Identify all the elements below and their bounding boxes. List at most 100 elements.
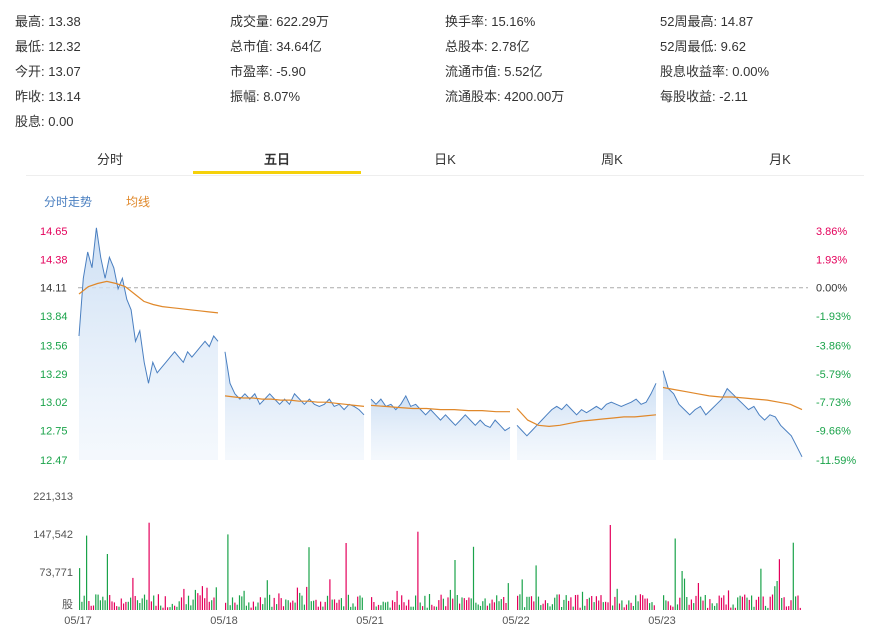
stat-item: 52周最低: 9.62 [660, 39, 746, 54]
volume-bar [667, 601, 669, 610]
volume-bar [415, 595, 417, 610]
volume-bar [718, 595, 720, 610]
volume-bar [234, 602, 236, 610]
volume-bar [477, 604, 479, 610]
volume-bar [519, 594, 521, 610]
volume-bar [746, 597, 748, 610]
volume-bar [764, 605, 767, 610]
volume-bar [347, 594, 349, 610]
average-line-day [370, 404, 510, 413]
volume-bar [123, 603, 125, 610]
volume-bar [79, 568, 81, 610]
volume-bar [322, 606, 324, 610]
volume-bar [598, 600, 600, 610]
tab-weekly-k[interactable]: 周K [601, 152, 623, 167]
volume-bar [472, 546, 475, 610]
volume-unit-label: 股 [62, 598, 73, 611]
percent-tick-label: 0.00% [816, 283, 847, 295]
volume-bar [317, 606, 319, 610]
volume-bar [345, 543, 347, 610]
stat-item: 最高: 13.38 [15, 14, 81, 29]
volume-bar [134, 596, 136, 610]
volume-bar [303, 604, 305, 610]
volume-bar [565, 595, 567, 610]
volume-bar [308, 547, 310, 610]
volume-bar [503, 597, 505, 610]
volume-bar [753, 606, 755, 610]
volume-bar [229, 605, 231, 610]
volume-bar [748, 599, 750, 610]
price-tick-label: 13.84 [40, 311, 68, 323]
volume-bar [299, 592, 301, 610]
price-line-day [516, 383, 657, 437]
volume-bar [524, 607, 526, 610]
volume-bar [178, 601, 180, 610]
volume-bar [285, 599, 287, 610]
volume-bar [600, 595, 602, 610]
volume-bar [197, 593, 199, 610]
volume-bar [700, 596, 702, 610]
volume-bar [116, 606, 118, 610]
price-area-day [371, 395, 510, 460]
volume-bar [528, 596, 530, 610]
volume-bar [586, 599, 588, 610]
volume-bar [320, 601, 322, 610]
volume-bar [651, 602, 653, 610]
volume-bar [795, 596, 797, 610]
volume-bar [470, 598, 472, 610]
volume-bar [252, 601, 254, 610]
volume-bar [125, 601, 127, 610]
volume-bar [681, 571, 683, 610]
price-tick-label: 13.56 [40, 341, 68, 353]
tab-intraday[interactable]: 分时 [96, 152, 123, 167]
volume-bar [329, 579, 331, 610]
volume-bar [280, 598, 282, 610]
volume-bar [727, 590, 730, 610]
volume-tick-label: 221,313 [33, 491, 73, 503]
volume-bar [704, 595, 706, 610]
volume-bar [635, 595, 637, 610]
volume-bar [194, 589, 196, 610]
stat-item: 最低: 12.32 [15, 39, 81, 54]
volume-bar [672, 606, 674, 610]
volume-bar [563, 599, 565, 610]
volume-bar [732, 604, 734, 610]
volume-bar [90, 605, 92, 610]
volume-bar [417, 531, 419, 610]
volume-bar [542, 603, 544, 610]
volume-bar [102, 596, 104, 610]
volume-bar [588, 597, 590, 610]
stat-item: 今开: 13.07 [15, 64, 81, 79]
average-line-day [78, 280, 219, 314]
tab-monthly-k[interactable]: 月K [769, 152, 791, 167]
volume-bar [104, 600, 106, 610]
volume-bar [136, 600, 139, 610]
price-tick-label: 13.02 [40, 397, 68, 409]
volume-bar [584, 605, 586, 610]
price-tick-label: 14.11 [40, 283, 67, 295]
volume-bar [326, 595, 329, 610]
volume-bar [241, 596, 243, 610]
quote-stats-panel: 最高: 13.38 最低: 12.32 今开: 13.07 昨收: 13.14 股息: … [0, 0, 888, 140]
volume-bar [639, 594, 641, 610]
volume-bar [614, 596, 616, 610]
volume-bar [459, 603, 461, 610]
volume-bar [180, 597, 183, 610]
volume-bar [449, 589, 451, 610]
volume-bar [167, 607, 169, 610]
volume-bar [663, 595, 665, 610]
volume-bar [435, 606, 438, 610]
volume-bar [343, 606, 345, 610]
volume-bar [533, 601, 535, 610]
volume-bar [440, 594, 442, 610]
tab-daily-k[interactable]: 日K [434, 152, 456, 167]
volume-bar [313, 600, 315, 610]
volume-bar [250, 607, 252, 610]
stat-item: 流通市值: 5.52亿 [445, 64, 543, 79]
volume-bar [544, 600, 546, 610]
tab-five-day[interactable]: 五日 [263, 152, 290, 167]
volume-bar [755, 599, 757, 610]
volume-bar [373, 602, 375, 610]
volume-bar [561, 607, 563, 610]
